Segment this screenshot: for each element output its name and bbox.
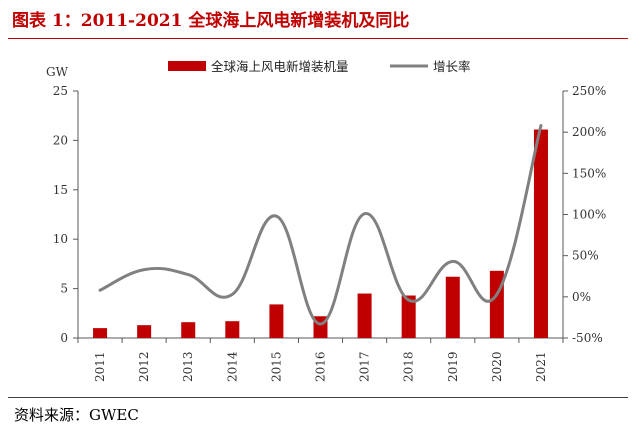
growth-line bbox=[98, 124, 543, 326]
bar-2011 bbox=[93, 328, 108, 338]
x-tick-label: 2011 bbox=[93, 351, 107, 382]
x-tick-label: 2012 bbox=[137, 351, 151, 382]
x-tick-label: 2016 bbox=[314, 351, 328, 382]
right-tick-label: 50% bbox=[572, 249, 599, 263]
legend-line-label: 增长率 bbox=[433, 59, 471, 74]
title-divider bbox=[8, 38, 628, 39]
bar-2019 bbox=[445, 276, 460, 338]
x-tick-label: 2019 bbox=[446, 351, 460, 382]
left-tick-label: 20 bbox=[53, 133, 68, 147]
x-tick-label: 2021 bbox=[534, 351, 548, 382]
right-tick-label: 150% bbox=[572, 166, 606, 180]
bar-2021 bbox=[533, 129, 548, 338]
x-tick-label: 2017 bbox=[358, 351, 372, 382]
left-axis-title: GW bbox=[46, 65, 69, 79]
bar-series bbox=[93, 129, 548, 338]
x-tick-label: 2013 bbox=[181, 351, 195, 382]
legend-bar-label: 全球海上风电新增装机量 bbox=[211, 59, 349, 74]
bar-2014 bbox=[225, 321, 240, 338]
source-note: 资料来源：GWEC bbox=[14, 406, 139, 424]
x-tick-label: 2018 bbox=[402, 351, 416, 382]
bar-2015 bbox=[269, 304, 284, 338]
source-divider bbox=[8, 397, 628, 398]
left-tick-label: 0 bbox=[60, 331, 68, 345]
x-tick-label: 2020 bbox=[490, 351, 504, 382]
figure-title: 图表 1：2011-2021 全球海上风电新增装机及同比 bbox=[12, 11, 410, 31]
left-tick-label: 25 bbox=[53, 84, 68, 98]
bar-2012 bbox=[137, 325, 152, 338]
growth-line-series bbox=[98, 124, 543, 326]
bar-2017 bbox=[357, 293, 372, 338]
left-tick-label: 10 bbox=[53, 232, 68, 246]
bar-2018 bbox=[401, 295, 416, 338]
left-tick-label: 5 bbox=[60, 282, 68, 296]
x-tick-label: 2014 bbox=[225, 351, 239, 382]
right-tick-label: 0% bbox=[572, 290, 591, 304]
right-tick-label: 250% bbox=[572, 84, 606, 98]
chart-legend: 全球海上风电新增装机量 增长率 bbox=[168, 59, 471, 74]
right-tick-label: 200% bbox=[572, 125, 606, 139]
left-tick-label: 15 bbox=[53, 183, 68, 197]
bar-2013 bbox=[181, 322, 196, 338]
legend-bar-swatch bbox=[168, 61, 206, 71]
right-tick-label: 100% bbox=[572, 208, 606, 222]
right-tick-label: -50% bbox=[572, 331, 603, 345]
chart: 0 5 10 15 20 25 GW -50% 0% 50% 100% 150% 200% 250% 201… bbox=[46, 59, 606, 382]
x-tick-label: 2015 bbox=[269, 351, 283, 382]
